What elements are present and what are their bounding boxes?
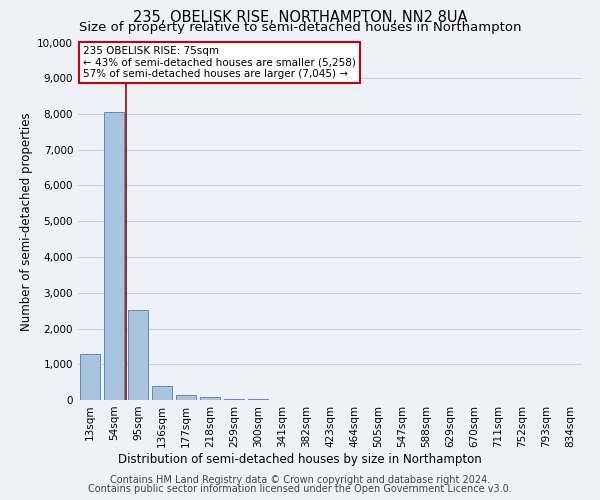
Text: 235, OBELISK RISE, NORTHAMPTON, NN2 8UA: 235, OBELISK RISE, NORTHAMPTON, NN2 8UA (133, 10, 467, 25)
Bar (224, 399, 244, 400)
Bar (152, 386, 172, 400)
Bar (80, 354, 100, 400)
Text: Distribution of semi-detached houses by size in Northampton: Distribution of semi-detached houses by … (118, 452, 482, 466)
Text: Contains HM Land Registry data © Crown copyright and database right 2024.: Contains HM Land Registry data © Crown c… (110, 475, 490, 485)
Bar (128, 310, 148, 400)
Bar (104, 112, 124, 400)
Text: 235 OBELISK RISE: 75sqm
← 43% of semi-detached houses are smaller (5,258)
57% of: 235 OBELISK RISE: 75sqm ← 43% of semi-de… (83, 46, 356, 80)
Bar (200, 397, 220, 400)
Bar (176, 394, 196, 400)
Text: Size of property relative to semi-detached houses in Northampton: Size of property relative to semi-detach… (79, 21, 521, 34)
Text: Contains public sector information licensed under the Open Government Licence v3: Contains public sector information licen… (88, 484, 512, 494)
Y-axis label: Number of semi-detached properties: Number of semi-detached properties (20, 112, 33, 330)
